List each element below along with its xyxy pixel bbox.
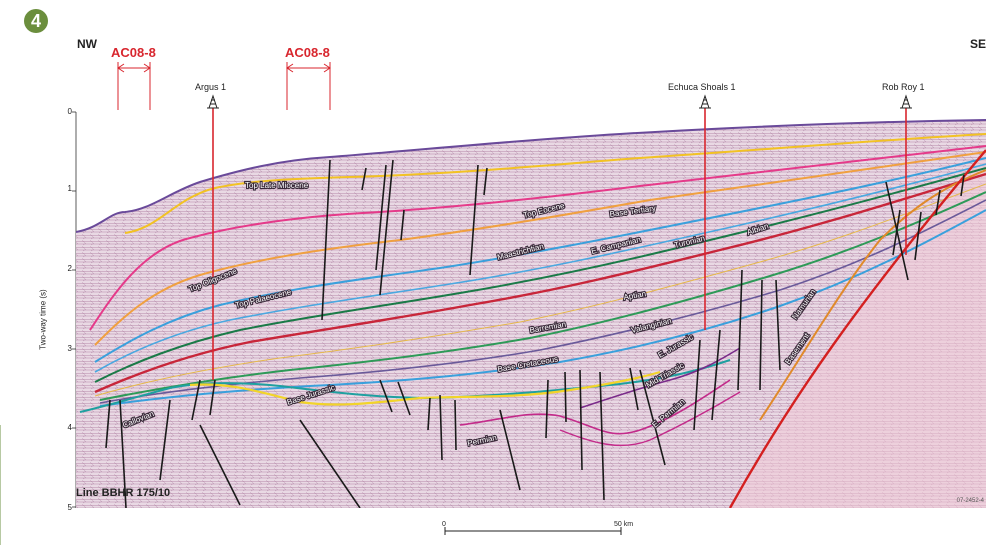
ac08-label-1: AC08-8 [111, 45, 156, 60]
horizon-top-palaeocene [94, 163, 986, 373]
horizon-maastrichtian [94, 167, 986, 383]
direction-nw-label: NW [77, 37, 97, 51]
seabed-horizon [76, 119, 986, 233]
ac08-bracket-1 [117, 62, 151, 110]
scale-bar [444, 527, 622, 535]
horizon-base-tertiary [94, 157, 986, 363]
ac08-label-2: AC08-8 [285, 45, 330, 60]
horizon-base-jurassic [189, 370, 661, 406]
figure-number-badge: 4 [24, 9, 48, 33]
y-tick-5: 5 [67, 503, 72, 512]
horizon-albian [94, 183, 986, 397]
figure-credit: 07-2452-4 [956, 498, 984, 504]
side-rule [0, 425, 1, 545]
well-label-argus: Argus 1 [195, 82, 227, 92]
scale-label-zero: 0 [442, 521, 446, 528]
horizon-permian [459, 379, 731, 435]
derrick-icon [699, 94, 711, 109]
horizon-mid-triassic [579, 347, 741, 409]
y-tick-0: 0 [67, 107, 72, 116]
horizon-top-eocene [94, 151, 986, 346]
well-label-echuca: Echuca Shoals 1 [668, 82, 736, 92]
scale-label-50km: 50 km [614, 521, 634, 528]
well-rob-roy [900, 94, 912, 255]
y-tick-1: 1 [67, 184, 72, 193]
horizon-turonian [94, 172, 986, 394]
y-tick-3: 3 [67, 344, 72, 353]
ac08-bracket-2 [286, 62, 331, 110]
y-tick-2: 2 [67, 264, 72, 273]
direction-se-label: SE [970, 37, 986, 51]
well-label-robroy: Rob Roy 1 [882, 82, 925, 92]
horizon-top-oligocene [89, 145, 986, 331]
basement-block [730, 150, 986, 508]
derrick-icon [900, 94, 912, 109]
horizon-aptian [99, 191, 986, 401]
line-name-label: Line BBHR 175/10 [76, 487, 171, 499]
horizon-top-late-miocene [124, 133, 986, 234]
derrick-icon [207, 94, 219, 109]
well-echuca-shoals [699, 94, 711, 330]
fault-lines [105, 159, 965, 508]
label-top-late-miocene: Top Late Miocene [245, 181, 309, 190]
horizon-callovian [79, 359, 731, 413]
well-argus [207, 94, 219, 380]
y-tick-4: 4 [67, 423, 72, 432]
horizon-namurian [759, 169, 986, 421]
horizon-e-permian [559, 391, 741, 447]
